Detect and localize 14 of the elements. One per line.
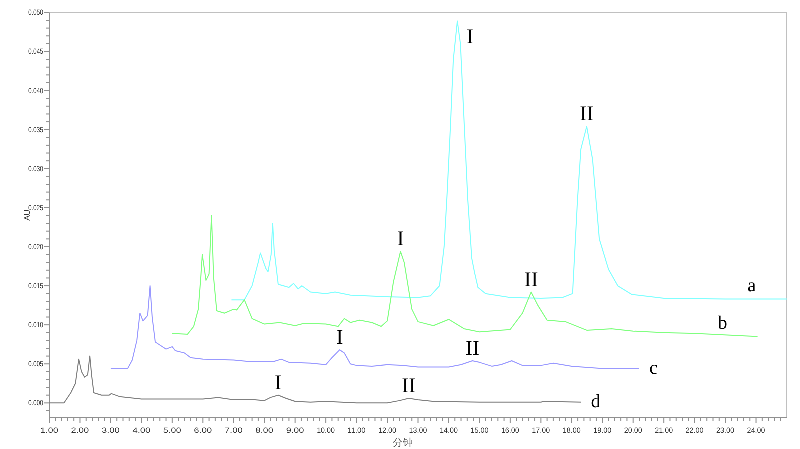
x-axis-title: 分钟 <box>392 437 413 449</box>
series-label: b <box>718 312 728 334</box>
annotation: II <box>466 336 480 360</box>
annotation: I <box>336 325 344 350</box>
annotation: II <box>402 373 416 398</box>
series-label: c <box>650 358 658 379</box>
annotation: I <box>397 226 404 251</box>
annotation: II <box>580 102 594 126</box>
series-label: d <box>591 391 602 412</box>
annotation: I <box>274 370 282 394</box>
annotation: II <box>524 267 538 292</box>
annotation: I <box>466 24 474 48</box>
y-axis-title: AU <box>23 210 32 221</box>
series-label: a <box>748 275 757 296</box>
